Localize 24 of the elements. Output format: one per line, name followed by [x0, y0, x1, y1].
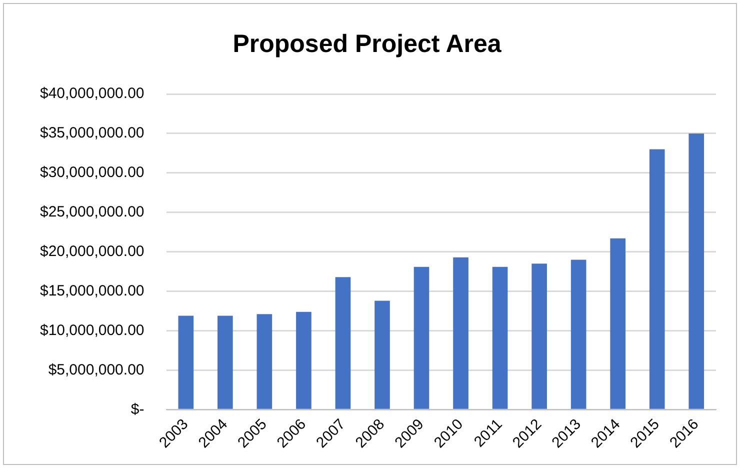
bar [256, 314, 272, 409]
y-tick-label: $15,000,000.00 [40, 282, 144, 300]
bar [688, 133, 704, 409]
bar [570, 260, 586, 409]
bar [649, 149, 665, 409]
bar [610, 238, 626, 409]
bar [296, 312, 312, 409]
bar [453, 257, 468, 409]
y-tick-label: $40,000,000.00 [40, 85, 144, 102]
y-tick-label: $20,000,000.00 [40, 242, 144, 260]
bar [532, 264, 547, 409]
y-tick-label: $25,000,000.00 [40, 204, 144, 221]
bar [414, 266, 430, 409]
bar [492, 266, 508, 409]
y-tick-label: $30,000,000.00 [40, 164, 144, 182]
y-tick-label: $5,000,000.00 [48, 361, 144, 378]
chart-title: Proposed Project Area [232, 30, 502, 58]
y-tick-label: $10,000,000.00 [40, 322, 144, 339]
bar [218, 316, 233, 409]
y-tick-label: $- [130, 400, 144, 418]
bar [335, 277, 351, 409]
bar [178, 316, 194, 409]
bar [374, 300, 390, 409]
y-tick-label: $35,000,000.00 [40, 124, 144, 142]
